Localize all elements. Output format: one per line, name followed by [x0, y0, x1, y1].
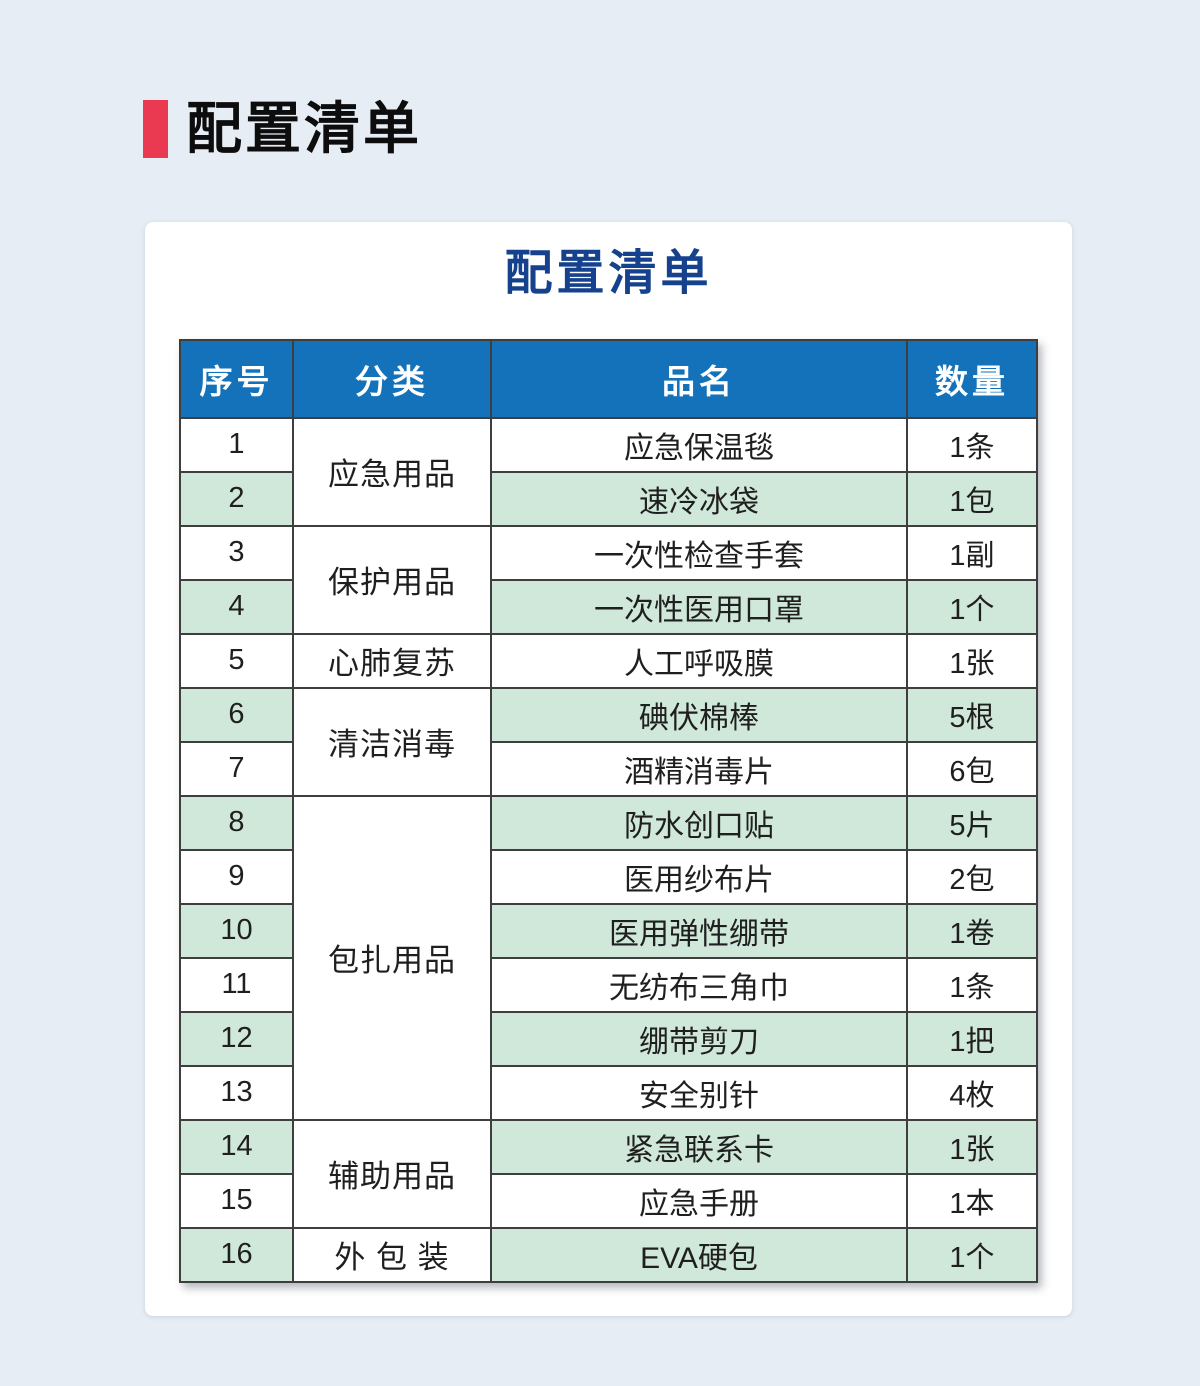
item-name-cell: 碘伏棉棒: [490, 686, 908, 743]
row-number-cell: 14: [179, 1118, 294, 1175]
config-table: 序号 分类 品名 数量 1 应急用品 应急保温毯 1条 2 速冷冰袋 1包 3 保护用品 一次性检…: [179, 338, 1038, 1283]
table-row: 12 绷带剪刀 1把: [179, 1010, 1038, 1067]
category-cell: 包扎用品: [292, 794, 492, 1121]
quantity-cell: 1包: [906, 470, 1038, 527]
table-row: 5 心肺复苏 人工呼吸膜 1张: [179, 632, 1038, 689]
table-body: 1 应急用品 应急保温毯 1条 2 速冷冰袋 1包 3 保护用品 一次性检查手套 1副 4 一次性医用口…: [179, 416, 1038, 1283]
category-cell: 外 包 装: [292, 1226, 492, 1283]
category-cell: 清洁消毒: [292, 686, 492, 797]
header-cell-quantity: 数量: [906, 338, 1038, 419]
item-name-cell: 防水创口贴: [490, 794, 908, 851]
category-cell: 心肺复苏: [292, 632, 492, 689]
table-row: 9 医用纱布片 2包: [179, 848, 1038, 905]
category-cell: 应急用品: [292, 416, 492, 527]
quantity-cell: 5根: [906, 686, 1038, 743]
table-row: 1 应急用品 应急保温毯 1条: [179, 416, 1038, 527]
quantity-cell: 1把: [906, 1010, 1038, 1067]
category-cell: 保护用品: [292, 524, 492, 635]
table-row: 2 速冷冰袋 1包: [179, 470, 1038, 527]
table-title: 配置清单: [504, 247, 713, 300]
table-header-row: 序号 分类 品名 数量: [179, 338, 1038, 419]
table-row: 7 酒精消毒片 6包: [179, 740, 1038, 797]
row-number-cell: 5: [179, 632, 294, 689]
item-name-cell: 无纺布三角巾: [490, 956, 908, 1013]
row-number-cell: 2: [179, 470, 294, 527]
row-number-cell: 6: [179, 686, 294, 743]
quantity-cell: 1张: [906, 1118, 1038, 1175]
row-number-cell: 1: [179, 416, 294, 473]
item-name-cell: 安全别针: [490, 1064, 908, 1121]
table-row: 8 包扎用品 防水创口贴 5片: [179, 794, 1038, 1121]
page-title: 配置清单: [186, 97, 422, 160]
config-list-card: 配置清单 序号 分类 品名 数量 1 应急用品 应急保温毯 1条 2 速冷冰袋 1包 3 保护用…: [145, 222, 1072, 1316]
header-cell-name: 品名: [490, 338, 908, 419]
quantity-cell: 4枚: [906, 1064, 1038, 1121]
quantity-cell: 1条: [906, 956, 1038, 1013]
row-number-cell: 13: [179, 1064, 294, 1121]
table-row: 11 无纺布三角巾 1条: [179, 956, 1038, 1013]
quantity-cell: 1个: [906, 578, 1038, 635]
category-cell: 辅助用品: [292, 1118, 492, 1229]
item-name-cell: 绷带剪刀: [490, 1010, 908, 1067]
row-number-cell: 9: [179, 848, 294, 905]
item-name-cell: EVA硬包: [490, 1226, 908, 1283]
quantity-cell: 1卷: [906, 902, 1038, 959]
table-row: 15 应急手册 1本: [179, 1172, 1038, 1229]
row-number-cell: 11: [179, 956, 294, 1013]
item-name-cell: 应急手册: [490, 1172, 908, 1229]
quantity-cell: 1本: [906, 1172, 1038, 1229]
row-number-cell: 15: [179, 1172, 294, 1229]
item-name-cell: 医用纱布片: [490, 848, 908, 905]
row-number-cell: 7: [179, 740, 294, 797]
item-name-cell: 一次性检查手套: [490, 524, 908, 581]
row-number-cell: 10: [179, 902, 294, 959]
header-cell-index: 序号: [179, 338, 294, 419]
quantity-cell: 1张: [906, 632, 1038, 689]
table-row: 10 医用弹性绷带 1卷: [179, 902, 1038, 959]
table-row: 13 安全别针 4枚: [179, 1064, 1038, 1121]
table-row: 16 外 包 装 EVA硬包 1个: [179, 1226, 1038, 1283]
row-number-cell: 3: [179, 524, 294, 581]
table-row: 14 辅助用品 紧急联系卡 1张: [179, 1118, 1038, 1229]
quantity-cell: 5片: [906, 794, 1038, 851]
row-number-cell: 12: [179, 1010, 294, 1067]
row-number-cell: 16: [179, 1226, 294, 1283]
table-row: 3 保护用品 一次性检查手套 1副: [179, 524, 1038, 635]
item-name-cell: 医用弹性绷带: [490, 902, 908, 959]
row-number-cell: 8: [179, 794, 294, 851]
item-name-cell: 紧急联系卡: [490, 1118, 908, 1175]
quantity-cell: 1副: [906, 524, 1038, 581]
header-cell-category: 分类: [292, 338, 492, 419]
quantity-cell: 1个: [906, 1226, 1038, 1283]
item-name-cell: 速冷冰袋: [490, 470, 908, 527]
quantity-cell: 1条: [906, 416, 1038, 473]
quantity-cell: 6包: [906, 740, 1038, 797]
item-name-cell: 酒精消毒片: [490, 740, 908, 797]
section-header: 配置清单: [143, 100, 422, 158]
item-name-cell: 应急保温毯: [490, 416, 908, 473]
row-number-cell: 4: [179, 578, 294, 635]
table-row: 4 一次性医用口罩 1个: [179, 578, 1038, 635]
table-row: 6 清洁消毒 碘伏棉棒 5根: [179, 686, 1038, 797]
item-name-cell: 人工呼吸膜: [490, 632, 908, 689]
red-accent-bar: [143, 100, 168, 158]
item-name-cell: 一次性医用口罩: [490, 578, 908, 635]
quantity-cell: 2包: [906, 848, 1038, 905]
